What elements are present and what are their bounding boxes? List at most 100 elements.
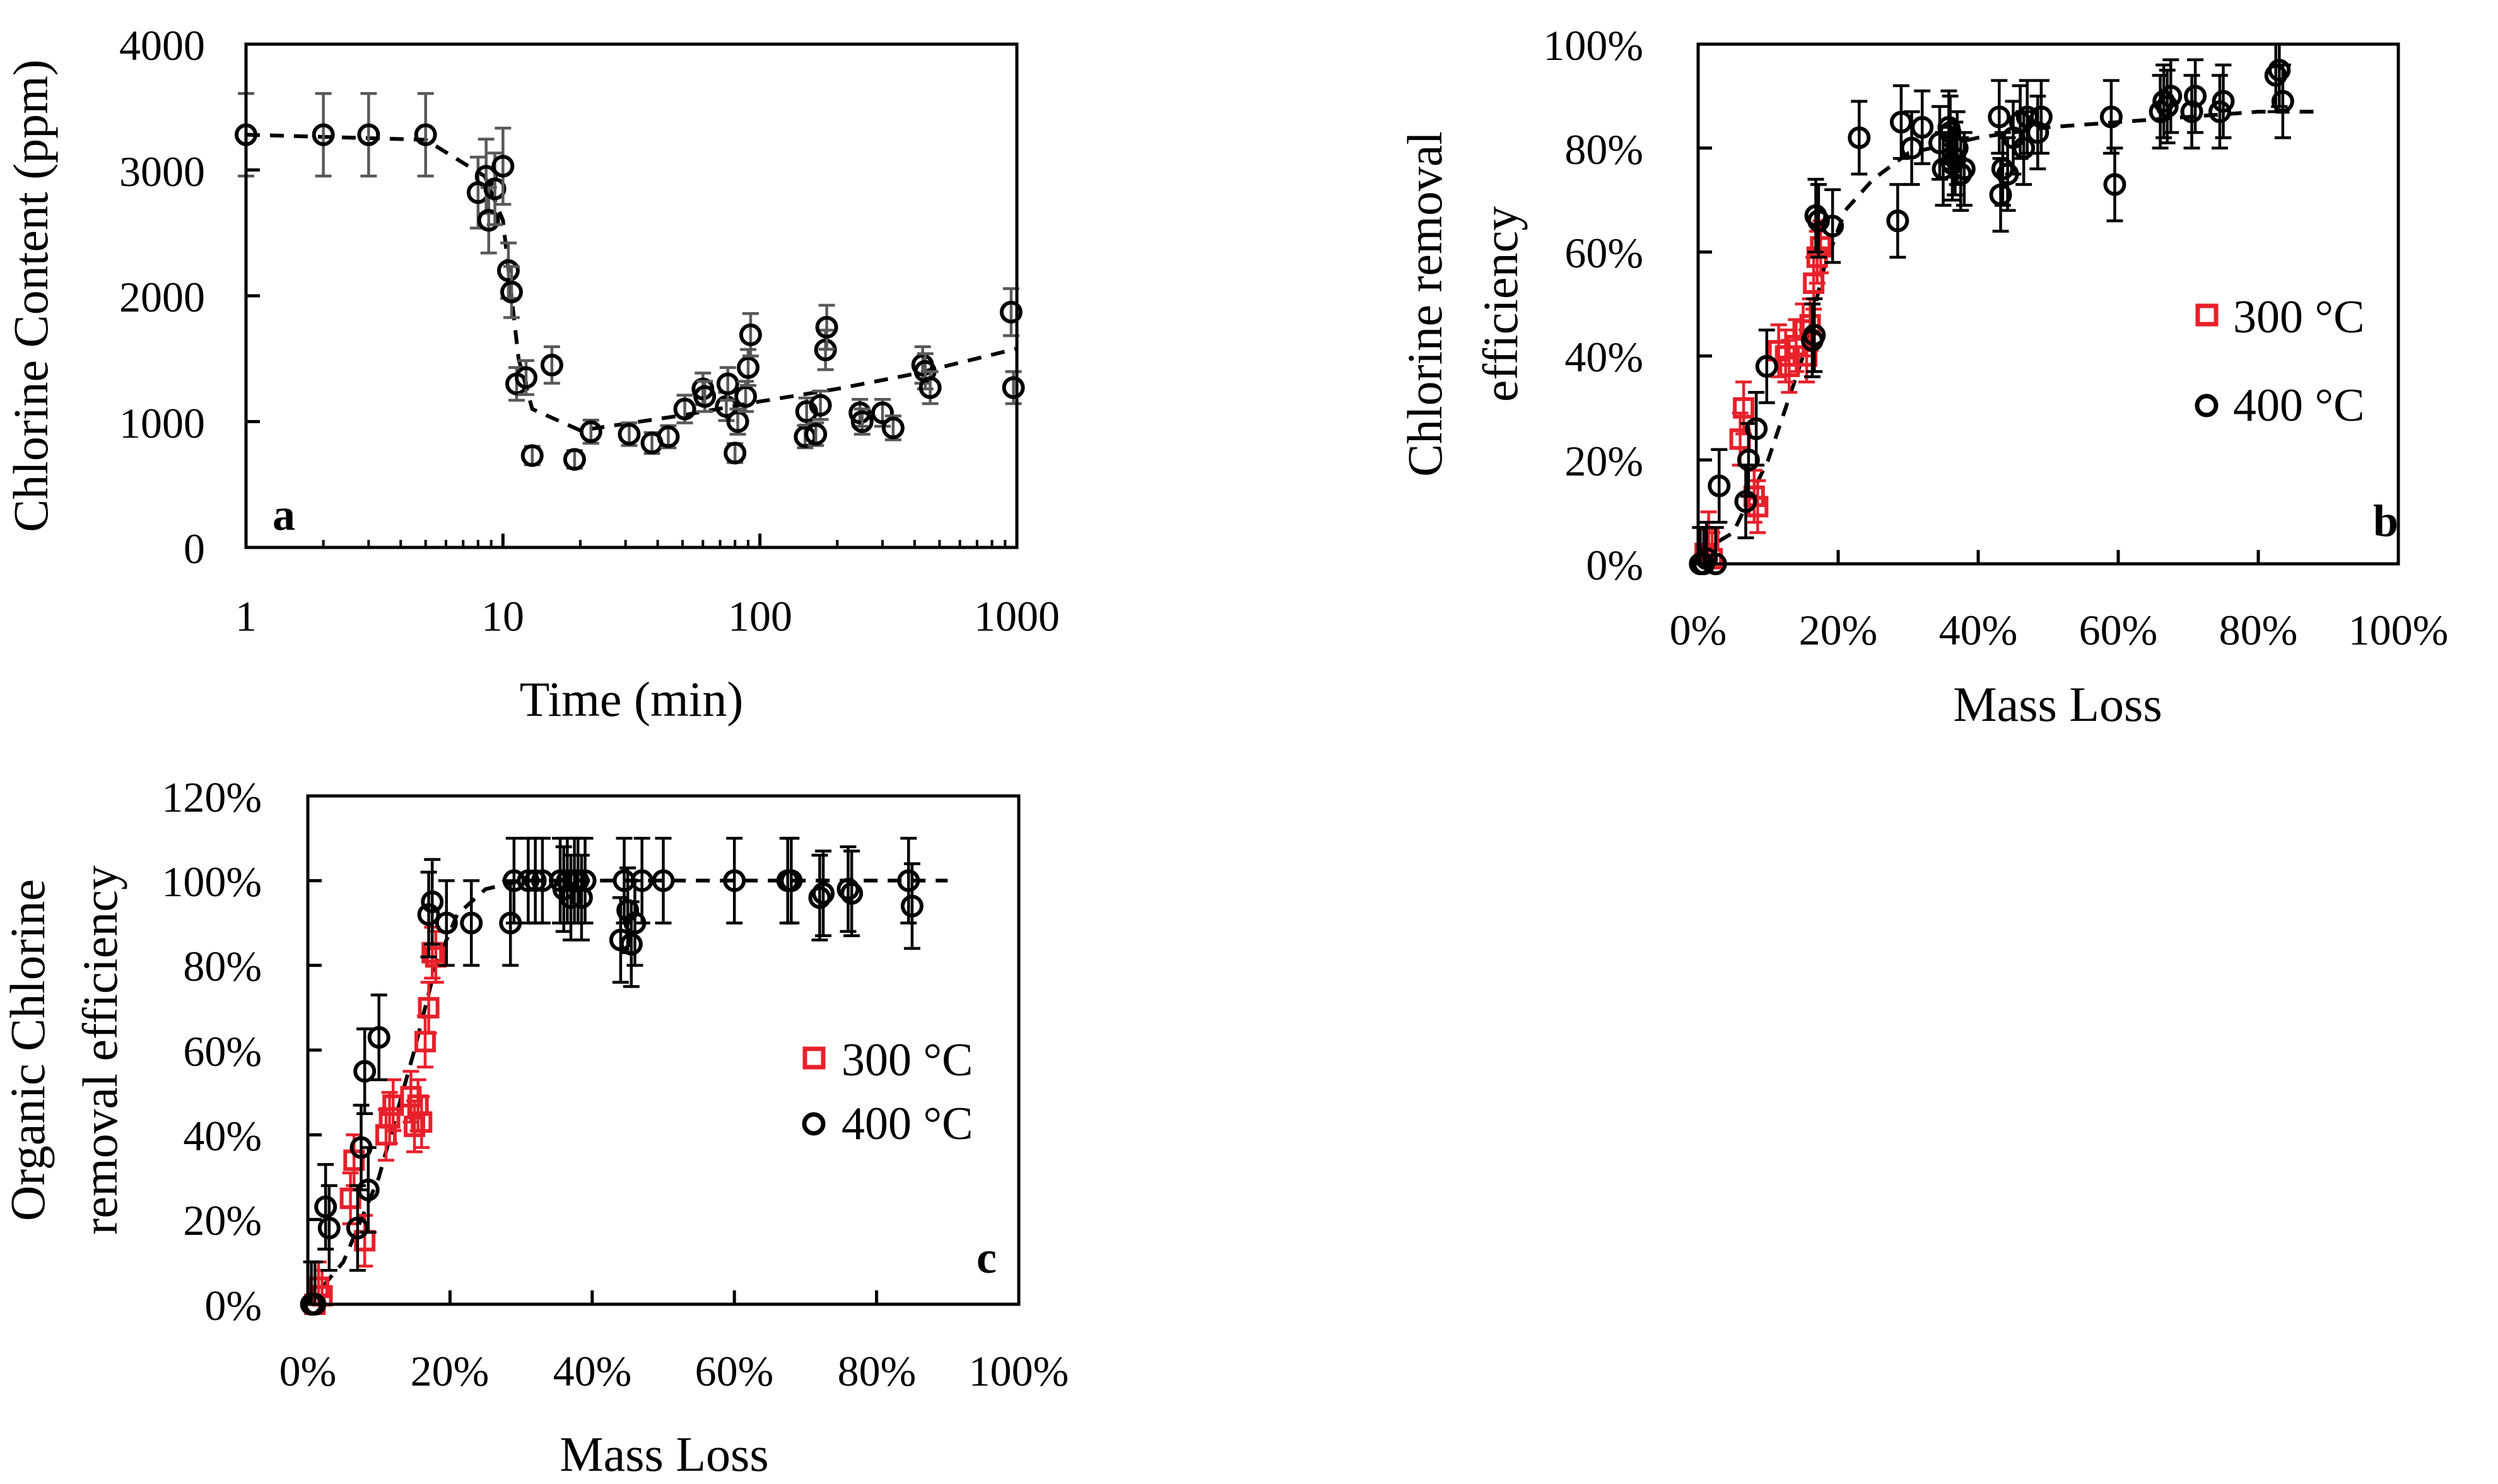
c-series-400 <box>300 836 924 1316</box>
c-plot-frame <box>306 794 1021 1306</box>
c-series-400-point-8 <box>367 1025 390 1049</box>
b-series-400-point-28 <box>1988 105 2011 129</box>
b-series-400-point-8 <box>1755 354 1778 378</box>
b-series-400-point-49 <box>2268 59 2291 82</box>
c-ytick-label-6: 120% <box>161 773 262 821</box>
a-series-400-point-23 <box>715 395 738 418</box>
b-series-400-point-15 <box>1886 209 1909 233</box>
a-series-400-point-12 <box>514 366 537 389</box>
c-x-axis-title: Mass Loss <box>560 1427 769 1481</box>
b-ytick-label-1: 20% <box>1564 437 1643 485</box>
b-xtick-label-5: 100% <box>2348 606 2449 654</box>
a-series-400-point-9 <box>496 259 520 283</box>
a-ytick-label-2: 2000 <box>119 273 205 321</box>
a-series-400-point-15 <box>563 448 586 471</box>
c-series-400-point-11 <box>435 911 458 935</box>
a-series-400-point-13 <box>520 444 544 467</box>
a-series-400-point-3 <box>414 123 437 146</box>
a-ytick-label-1: 1000 <box>119 399 205 447</box>
c-series-300-point-7 <box>378 1107 401 1129</box>
b-series-400-point-34 <box>2012 136 2036 160</box>
c-series-400-point-3 <box>317 1217 341 1240</box>
c-xtick-label-0: 0% <box>279 1347 337 1395</box>
b-ytick-label-5: 100% <box>1543 21 1643 69</box>
a-ytick-label-0: 0 <box>184 525 205 573</box>
b-series-400-point-39 <box>2103 173 2126 196</box>
b-series-400-point-46 <box>2208 100 2231 124</box>
b-y-axis-title-line2: efficiency <box>1473 206 1528 402</box>
c-xtick-labels: 0% 20% 40% 60% 80% 100% <box>279 1347 1069 1395</box>
b-series-400 <box>1689 42 2294 575</box>
b-xtick-labels: 0% 20% 40% 60% 80% 100% <box>1670 606 2449 654</box>
c-series-400-point-6 <box>353 1060 377 1083</box>
c-legend-label-400: 400 °C <box>841 1098 973 1150</box>
c-xtick-label-4: 80% <box>838 1347 917 1395</box>
b-xtick-label-4: 80% <box>2219 606 2298 654</box>
a-series-400-point-37 <box>850 410 874 433</box>
c-series-400-point-14 <box>502 869 525 892</box>
c-series-400-point-10 <box>421 890 444 913</box>
c-series-300 <box>304 925 447 1315</box>
b-series-300 <box>1694 219 1832 570</box>
a-series-400-point-6 <box>477 209 500 232</box>
a-series-400 <box>235 91 1025 471</box>
a-y-axis-title: Chlorine Content (ppm) <box>3 59 58 532</box>
c-series-400-point-37 <box>812 882 835 905</box>
b-series-400-point-42 <box>2155 95 2179 118</box>
c-points <box>300 836 924 1316</box>
c-series-400-point-15 <box>517 869 540 892</box>
b-series-400-point-50 <box>2271 90 2294 113</box>
b-ytick-label-4: 80% <box>1564 126 1643 173</box>
a-panel-label: a <box>273 489 295 540</box>
c-series-400-point-33 <box>723 869 746 892</box>
a-trend-path <box>245 132 1017 433</box>
b-ytick-label-3: 60% <box>1564 229 1643 277</box>
b-panel-label: b <box>2373 496 2398 546</box>
a-points <box>235 91 1025 471</box>
a-trend-line <box>245 132 1017 433</box>
b-xtick-label-0: 0% <box>1670 606 1727 654</box>
panel-a: 0 1000 2000 3000 4000 1 10 100 1000 Time… <box>3 21 1060 727</box>
a-series-400-point-8 <box>491 155 515 178</box>
c-legend-marker-300 <box>802 1046 826 1070</box>
a-xtick-label-1: 10 <box>481 592 524 640</box>
a-series-400-point-38 <box>871 401 894 424</box>
a-xtick-label-2: 100 <box>728 592 792 640</box>
a-series-400-point-22 <box>693 385 717 408</box>
b-series-400-point-14 <box>1848 126 1871 149</box>
b-y-axis-title-line1: Chlorine removal <box>1397 131 1452 477</box>
c-series-400-point-38 <box>836 877 860 901</box>
a-plot-frame <box>244 42 1019 549</box>
c-series-400-point-31 <box>630 869 654 892</box>
c-series-300-point-14 <box>418 996 440 1019</box>
c-ytick-label-3: 60% <box>183 1027 262 1075</box>
a-series-400-point-16 <box>579 420 602 443</box>
c-ytick-labels: 0% 20% 40% 60% 80% 100% 120% <box>161 773 262 1329</box>
a-series-400-point-32 <box>804 423 828 446</box>
b-legend-marker-400 <box>2195 394 2219 418</box>
c-series-400-point-32 <box>652 869 675 892</box>
c-series-300-point-12 <box>411 1111 433 1133</box>
c-series-400-point-41 <box>900 894 924 918</box>
a-series-400-point-1 <box>312 123 335 146</box>
c-series-400-point-12 <box>460 911 483 935</box>
c-ytick-label-2: 40% <box>183 1112 262 1160</box>
a-series-400-point-19 <box>657 425 680 448</box>
c-series-300-point-3 <box>339 1188 361 1210</box>
a-series-400-point-28 <box>737 356 760 379</box>
b-series-400-point-4 <box>1708 474 1731 498</box>
a-ytick-label-4: 4000 <box>119 21 205 69</box>
c-series-400-point-40 <box>897 869 920 892</box>
a-series-400-point-35 <box>815 315 838 339</box>
panel-c: 0% 20% 40% 60% 80% 100% 120% 0% 20% 40% … <box>0 773 1069 1481</box>
b-series-400-point-36 <box>2026 121 2049 144</box>
b-series-400-point-43 <box>2159 85 2183 108</box>
c-ytick-label-1: 20% <box>183 1196 262 1244</box>
c-series-400-point-36 <box>808 886 831 909</box>
a-ytick-label-3: 3000 <box>119 148 205 196</box>
b-ytick-label-2: 40% <box>1564 333 1643 381</box>
b-series-400-point-10 <box>1803 324 1826 347</box>
panel-b: 0% 20% 40% 60% 80% 100% 0% 20% 40% 60% 8… <box>1397 21 2448 732</box>
b-ytick-label-0: 0% <box>1586 541 1643 589</box>
b-series-400-point-45 <box>2184 85 2207 108</box>
